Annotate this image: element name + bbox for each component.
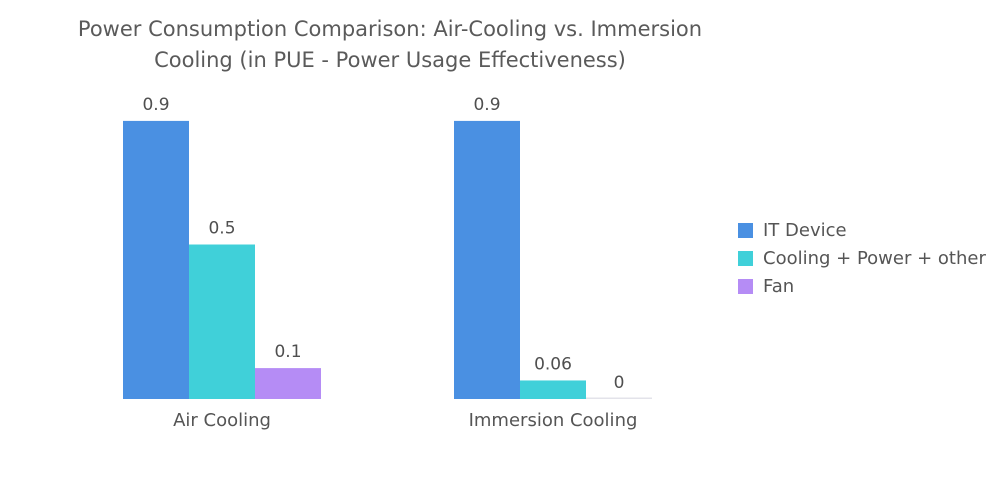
category-label: Immersion Cooling [469, 410, 638, 431]
data-label: 0.9 [473, 95, 500, 115]
bar-fan-immersion-cooling[interactable] [586, 397, 652, 400]
chart-title: Power Consumption Comparison: Air-Coolin… [77, 17, 703, 72]
data-label: 0.9 [142, 95, 169, 115]
legend-swatch [738, 222, 753, 238]
legend-item-it-device[interactable]: IT Device [738, 216, 986, 244]
legend-label: IT Device [763, 219, 847, 241]
legend-item-cooling-power-other[interactable]: Cooling + Power + other [738, 244, 986, 272]
chart-legend: IT Device Cooling + Power + other Fan [738, 216, 986, 300]
labels-layer: 0.9 0.5 0.1 Air Cooling 0.9 0.06 0 Immersion Co… [142, 95, 637, 431]
data-label: 0.06 [534, 354, 572, 374]
data-label: 0 [614, 373, 625, 393]
legend-swatch [738, 250, 753, 266]
bar-cooling-power-other-immersion-cooling[interactable] [520, 380, 586, 399]
category-label: Air Cooling [173, 410, 271, 431]
bar-cooling-power-other-air-cooling[interactable] [189, 244, 255, 400]
bars-layer [123, 120, 652, 400]
bar-it-device-air-cooling[interactable] [123, 120, 189, 400]
data-label: 0.5 [208, 219, 235, 239]
legend-swatch [738, 278, 753, 294]
bar-it-device-immersion-cooling[interactable] [454, 120, 520, 400]
legend-item-fan[interactable]: Fan [738, 272, 986, 300]
legend-label: Cooling + Power + other [763, 247, 986, 269]
data-label: 0.1 [274, 342, 301, 362]
bar-fan-air-cooling[interactable] [255, 368, 321, 399]
legend-label: Fan [763, 275, 795, 297]
